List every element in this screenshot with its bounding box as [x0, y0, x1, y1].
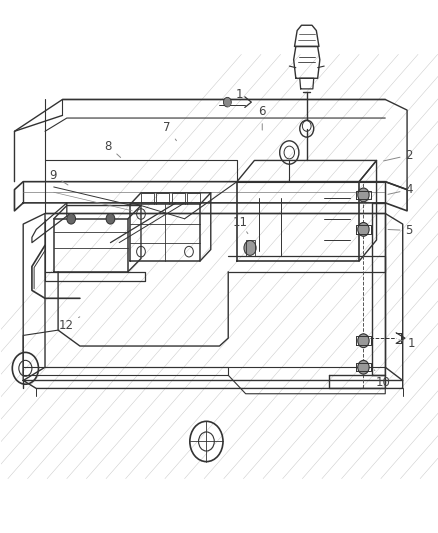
Text: 6: 6 — [258, 105, 265, 130]
Text: 4: 4 — [387, 183, 412, 196]
Circle shape — [357, 360, 368, 374]
Text: 9: 9 — [49, 169, 68, 185]
Text: 1: 1 — [398, 337, 414, 350]
Text: 5: 5 — [387, 224, 412, 237]
Text: 2: 2 — [383, 149, 412, 161]
Circle shape — [244, 240, 255, 255]
Text: 10: 10 — [374, 370, 390, 389]
Text: 8: 8 — [104, 140, 120, 158]
Circle shape — [357, 222, 368, 236]
Text: 12: 12 — [58, 317, 80, 333]
Circle shape — [106, 214, 115, 224]
Circle shape — [357, 334, 368, 348]
Circle shape — [67, 214, 75, 224]
Text: 11: 11 — [233, 216, 247, 233]
Circle shape — [223, 98, 231, 107]
Circle shape — [357, 188, 368, 202]
Text: 1: 1 — [227, 87, 242, 107]
Text: 7: 7 — [163, 121, 176, 141]
